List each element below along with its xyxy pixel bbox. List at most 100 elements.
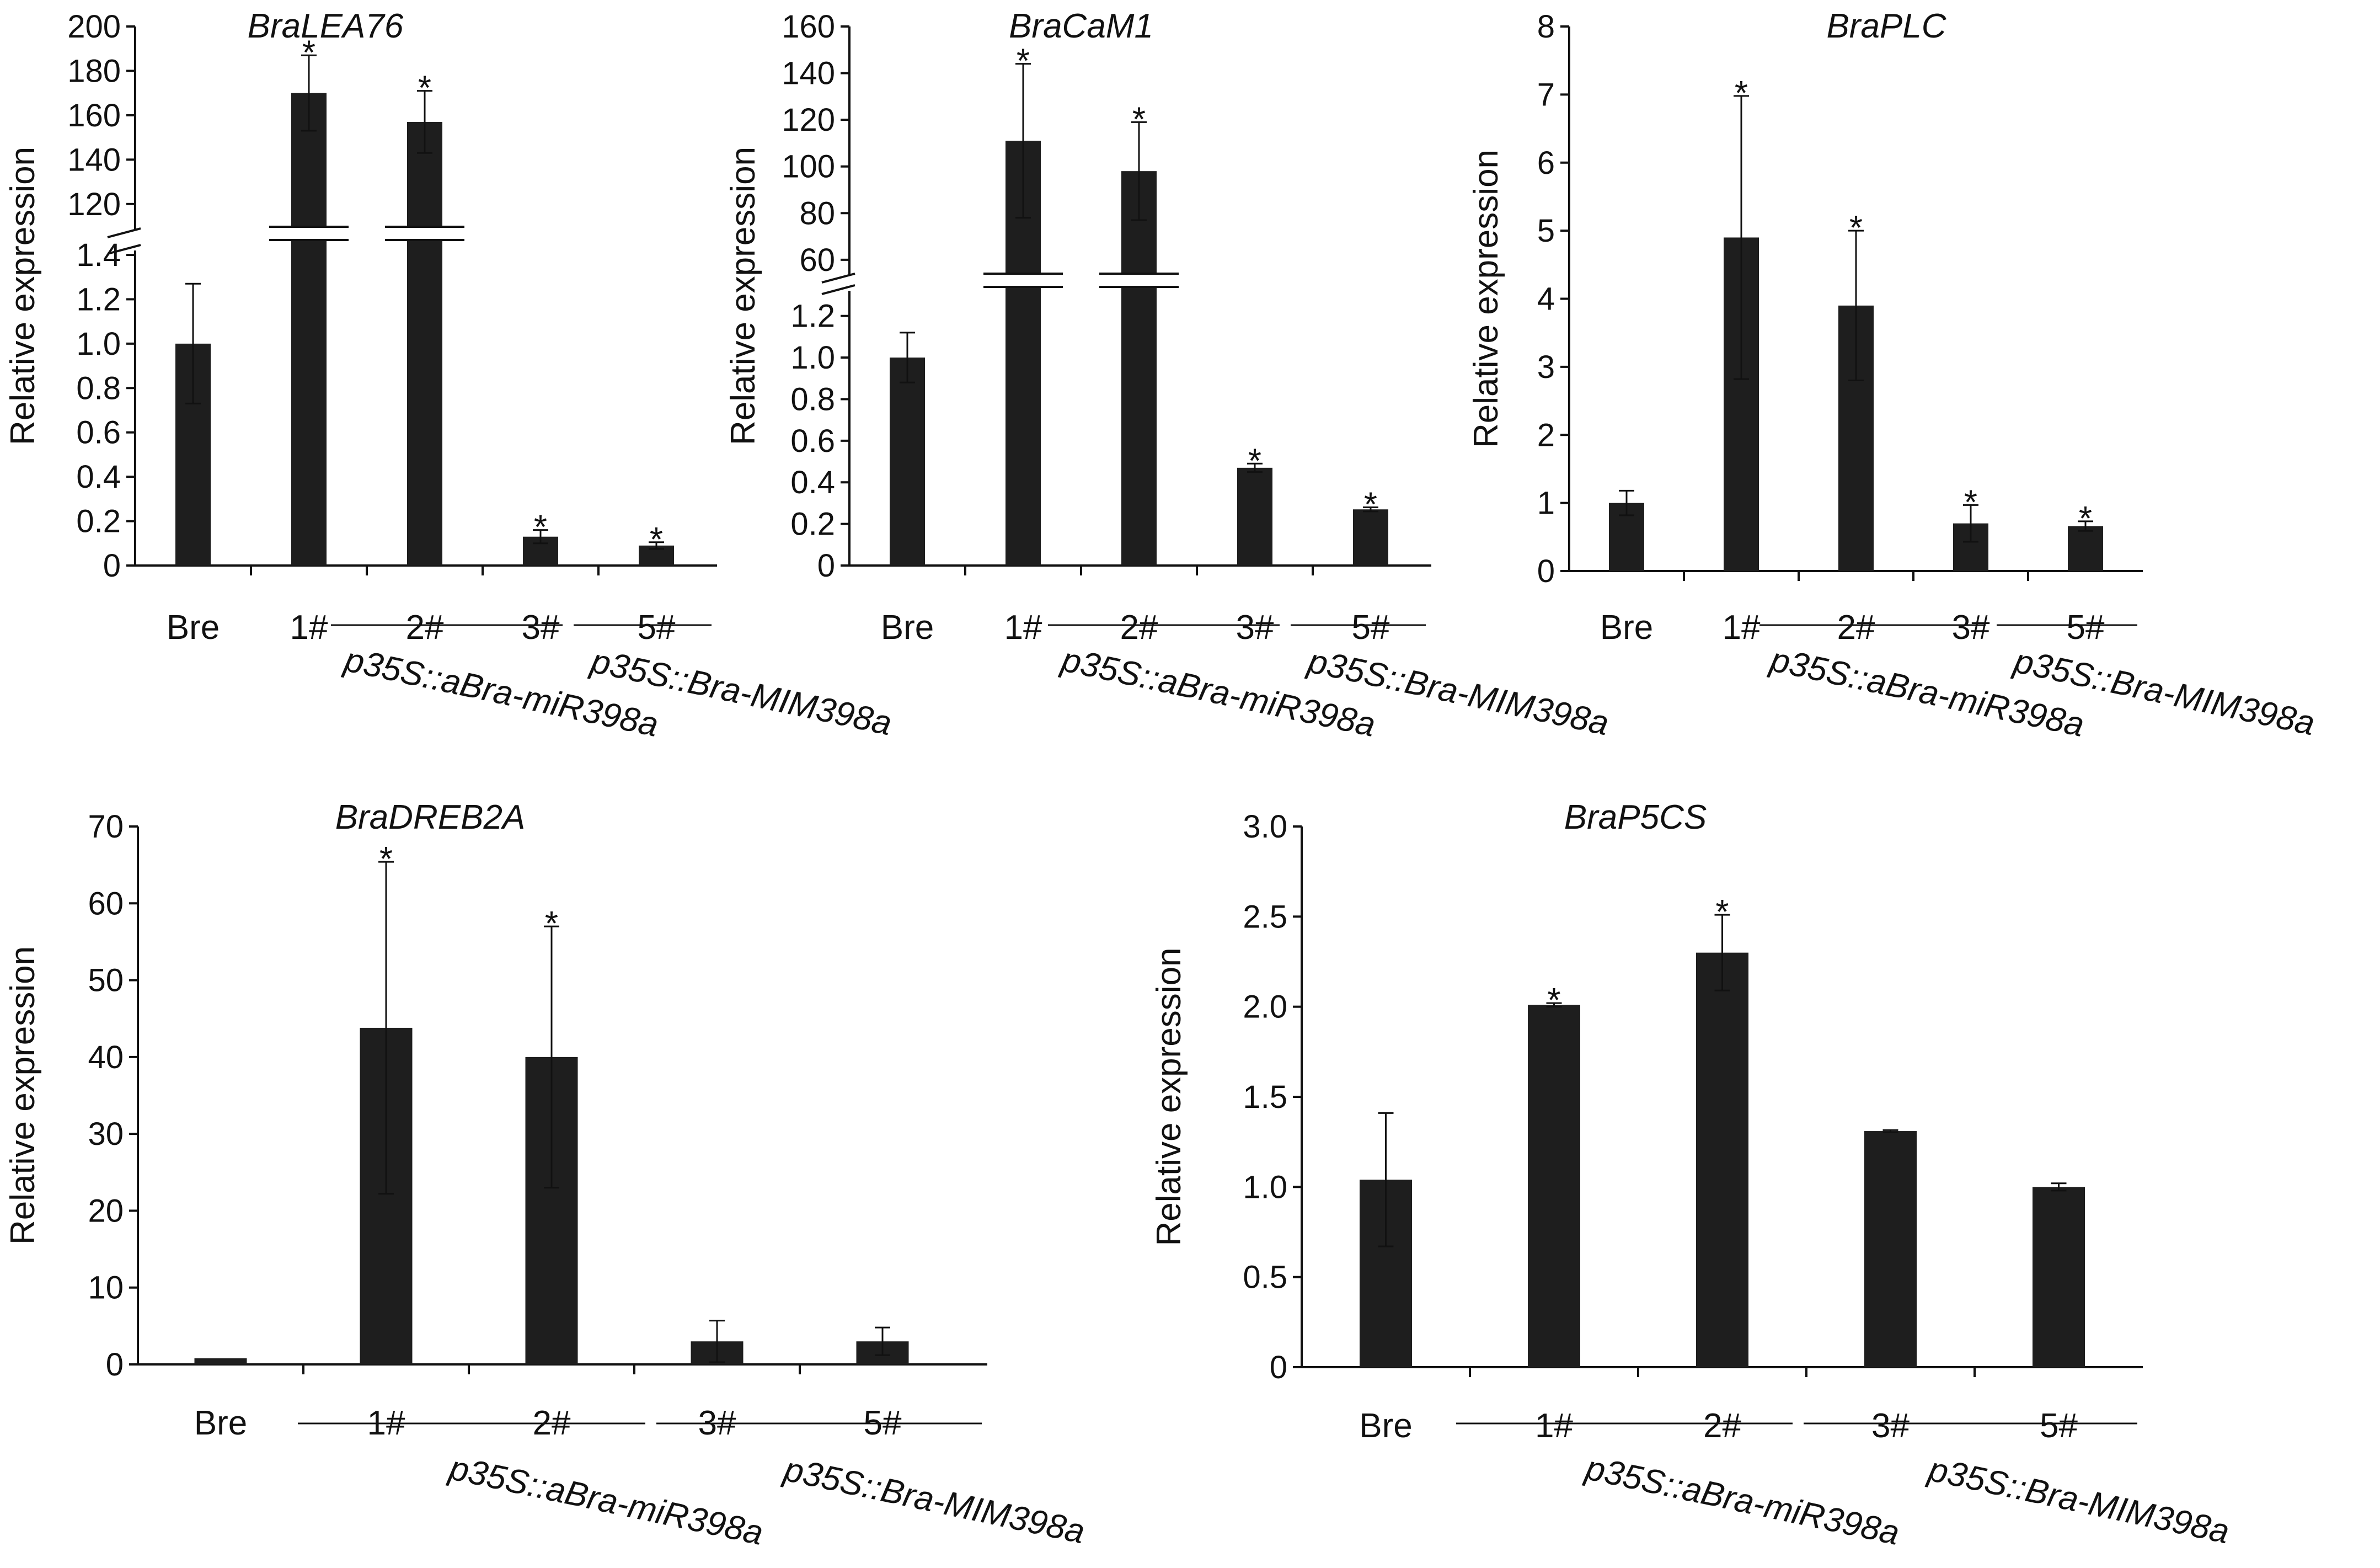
bar (291, 93, 327, 566)
category-label: 3# (1871, 1407, 1910, 1445)
chart-title: BraP5CS (1564, 798, 1707, 836)
significance-marker: * (1849, 209, 1863, 247)
y-tick-label: 0 (817, 548, 835, 584)
significance-marker: * (2079, 500, 2092, 538)
y-axis-label: Relative expression (724, 147, 762, 445)
group-label: p35S::aBra-miR398a (445, 1449, 767, 1553)
y-tick-label: 200 (67, 9, 121, 45)
bar (1528, 1005, 1580, 1367)
category-label: Bre (1600, 609, 1653, 647)
group-label: p35S::Bra-MIM398a (1924, 1450, 2233, 1551)
y-tick-label: 0.4 (76, 459, 121, 495)
y-tick-label: 70 (88, 809, 124, 845)
y-tick-label: 1.2 (76, 281, 121, 317)
category-label: Bre (1359, 1407, 1412, 1445)
y-tick-label: 60 (799, 242, 835, 278)
y-tick-label: 0.8 (790, 381, 835, 417)
y-tick-label: 1.0 (1243, 1169, 1287, 1205)
y-tick-label: 2.0 (1243, 989, 1287, 1025)
y-tick-label: 140 (67, 142, 121, 178)
category-label: Bre (167, 609, 220, 647)
significance-marker: * (379, 840, 393, 878)
significance-marker: * (1715, 893, 1729, 931)
y-tick-label: 0.5 (1243, 1260, 1287, 1295)
chart-panel-brap5cs: 0 0.5 1.0 1.5 2.0 2.5 3.0 Relative expression Br… (1150, 798, 2233, 1553)
category-label: Bre (881, 609, 934, 647)
y-tick-label: 0.6 (76, 415, 121, 451)
category-label: 1# (1535, 1407, 1573, 1445)
y-tick-label: 3.0 (1243, 809, 1287, 845)
y-tick-label: 0.4 (790, 465, 835, 500)
y-tick-label: 120 (67, 186, 121, 222)
y-tick-label: 0 (103, 548, 121, 584)
significance-marker: * (1964, 483, 1977, 521)
y-tick-label: 0 (1537, 553, 1555, 589)
y-tick-label: 30 (88, 1116, 124, 1152)
y-tick-label: 40 (88, 1039, 124, 1075)
y-tick-label: 0 (106, 1347, 124, 1383)
category-label: 3# (1236, 609, 1274, 647)
y-tick-label: 4 (1537, 281, 1555, 317)
significance-marker: * (650, 521, 663, 559)
bar (2033, 1187, 2085, 1367)
significance-marker: * (1017, 42, 1030, 81)
significance-marker: * (545, 905, 558, 943)
significance-marker: * (1547, 982, 1560, 1020)
bar (2068, 526, 2103, 571)
y-tick-label: 20 (88, 1193, 124, 1229)
y-tick-label: 0.8 (76, 370, 121, 406)
category-label: 5# (638, 609, 676, 647)
category-label: 1# (290, 609, 328, 647)
category-label: 1# (1004, 609, 1042, 647)
category-label: 2# (1703, 1407, 1741, 1445)
category-label: 5# (2067, 609, 2105, 647)
y-tick-label: 160 (782, 9, 835, 45)
y-axis-label: Relative expression (1467, 150, 1505, 448)
category-label: 2# (406, 609, 444, 647)
category-label: 3# (1952, 609, 1990, 647)
y-axis-label: Relative expression (4, 147, 42, 445)
chart-title: BraLEA76 (248, 7, 404, 45)
y-tick-label: 10 (88, 1270, 124, 1306)
bar (407, 121, 442, 566)
group-label: p35S::aBra-miR398a (1581, 1449, 1903, 1553)
y-tick-label: 100 (782, 149, 835, 185)
y-tick-label: 2 (1537, 417, 1555, 453)
y-axis-label: Relative expression (4, 946, 42, 1245)
y-tick-label: 2.5 (1243, 899, 1287, 935)
significance-marker: * (1735, 74, 1748, 113)
chart-panel-bradreb2a: 0 10 20 30 40 50 60 70 Relative expression BraDRE… (4, 798, 1088, 1553)
significance-marker: * (534, 509, 547, 547)
y-axis-label: Relative expression (1150, 947, 1188, 1246)
category-label: 1# (1723, 609, 1761, 647)
y-tick-label: 5 (1537, 213, 1555, 249)
y-tick-label: 1.5 (1243, 1079, 1287, 1115)
y-tick-label: 0.6 (790, 423, 835, 459)
y-tick-label: 180 (67, 53, 121, 89)
category-label: 3# (522, 609, 560, 647)
category-label: 2# (1120, 609, 1158, 647)
axis-break-mark (107, 244, 141, 255)
category-label: 5# (1352, 609, 1390, 647)
y-tick-label: 8 (1537, 9, 1555, 45)
bar (1353, 509, 1388, 566)
bar (1121, 171, 1157, 566)
chart-title: BraDREB2A (335, 798, 526, 836)
category-label: Bre (194, 1404, 247, 1442)
significance-marker: * (302, 34, 315, 72)
bar (1696, 952, 1748, 1367)
y-tick-label: 6 (1537, 145, 1555, 181)
y-tick-label: 1 (1537, 486, 1555, 521)
y-tick-label: 1.0 (76, 326, 121, 362)
y-tick-label: 7 (1537, 77, 1555, 113)
y-tick-label: 140 (782, 56, 835, 92)
chart-title: BraPLC (1826, 7, 1946, 45)
significance-marker: * (418, 70, 431, 108)
bar (890, 358, 925, 566)
y-tick-label: 1.4 (76, 237, 121, 273)
group-label: p35S::Bra-MIM398a (780, 1450, 1088, 1551)
bar-break-gap (1099, 274, 1179, 287)
y-tick-label: 1.0 (790, 340, 835, 376)
bar (1864, 1131, 1917, 1367)
